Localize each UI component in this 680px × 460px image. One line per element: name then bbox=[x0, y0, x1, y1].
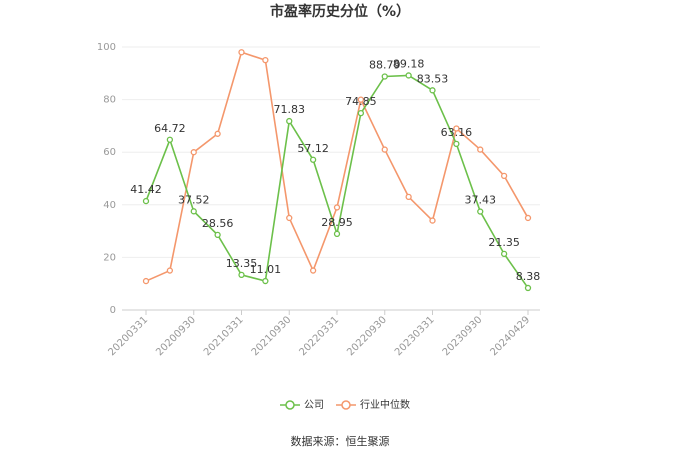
point bbox=[357, 109, 365, 117]
point bbox=[142, 197, 150, 205]
point bbox=[453, 125, 460, 132]
data-label: 89.18 bbox=[393, 57, 425, 70]
y-tick-label: 40 bbox=[103, 200, 116, 211]
point bbox=[429, 87, 436, 94]
point bbox=[453, 140, 460, 148]
point bbox=[405, 72, 412, 79]
y-tick-label: 100 bbox=[97, 42, 116, 53]
point bbox=[190, 149, 197, 156]
legend-label: 行业中位数 bbox=[360, 398, 410, 411]
legend-label: 公司 bbox=[304, 400, 324, 411]
point bbox=[166, 267, 174, 274]
data-label: 37.43 bbox=[465, 194, 497, 207]
point bbox=[477, 208, 484, 215]
point bbox=[500, 172, 508, 180]
x-tick-label: 20240429 bbox=[488, 314, 532, 358]
data-label: 64.72 bbox=[154, 122, 186, 135]
point bbox=[500, 250, 508, 257]
chart-title: 市盈率历史分位（%） bbox=[270, 3, 410, 20]
x-tick-label: 20200331 bbox=[106, 314, 150, 358]
x-tick-label: 20220930 bbox=[345, 314, 389, 358]
point bbox=[333, 204, 341, 211]
point bbox=[429, 217, 436, 224]
legend-marker bbox=[341, 400, 351, 410]
point bbox=[309, 156, 317, 163]
point bbox=[524, 284, 532, 292]
data-label: 63.16 bbox=[441, 126, 473, 139]
y-tick-label: 80 bbox=[103, 95, 116, 106]
series-line bbox=[145, 51, 529, 282]
data-label: 41.42 bbox=[130, 183, 162, 196]
point bbox=[214, 130, 221, 137]
data-label: 28.56 bbox=[202, 217, 234, 230]
x-tick-label: 20230930 bbox=[441, 314, 485, 358]
data-label: 28.95 bbox=[321, 216, 353, 229]
point bbox=[286, 117, 293, 125]
data-label: 88.79 bbox=[369, 58, 401, 71]
x-tick-label: 20230331 bbox=[393, 314, 437, 358]
point bbox=[142, 277, 150, 285]
data-label: 13.35 bbox=[226, 257, 258, 270]
point bbox=[405, 193, 412, 201]
data-label: 71.83 bbox=[274, 103, 306, 116]
data-label: 21.35 bbox=[488, 236, 520, 249]
data-label: 11.01 bbox=[250, 263, 282, 276]
series-line bbox=[145, 74, 529, 289]
data-label: 57.12 bbox=[297, 142, 329, 155]
data-label: 74.85 bbox=[345, 95, 377, 108]
point bbox=[333, 230, 341, 238]
point bbox=[238, 271, 245, 279]
x-tick-label: 20210331 bbox=[202, 314, 246, 358]
legend-item: 公司 bbox=[280, 400, 324, 411]
data-label: 37.52 bbox=[178, 193, 210, 206]
data-label: 83.53 bbox=[417, 72, 449, 85]
point bbox=[238, 49, 245, 56]
data-label: 8.38 bbox=[516, 270, 541, 283]
point bbox=[166, 136, 174, 143]
y-tick-label: 0 bbox=[110, 305, 116, 316]
point bbox=[524, 214, 532, 222]
point bbox=[190, 208, 197, 215]
point bbox=[214, 231, 221, 239]
point bbox=[262, 57, 269, 64]
y-tick-label: 60 bbox=[103, 147, 116, 158]
legend-marker bbox=[285, 400, 295, 410]
source-note: 数据来源：恒生聚源 bbox=[291, 434, 390, 448]
y-tick-label: 20 bbox=[103, 252, 116, 263]
point bbox=[357, 96, 365, 103]
x-tick-label: 20220331 bbox=[297, 314, 341, 358]
point bbox=[381, 73, 388, 80]
point bbox=[286, 214, 293, 222]
point bbox=[477, 146, 484, 153]
legend-item: 行业中位数 bbox=[336, 398, 410, 411]
point bbox=[262, 277, 269, 285]
point bbox=[309, 267, 317, 274]
point bbox=[381, 146, 388, 153]
x-tick-label: 20210930 bbox=[250, 314, 294, 358]
x-tick-label: 20200930 bbox=[154, 314, 198, 358]
